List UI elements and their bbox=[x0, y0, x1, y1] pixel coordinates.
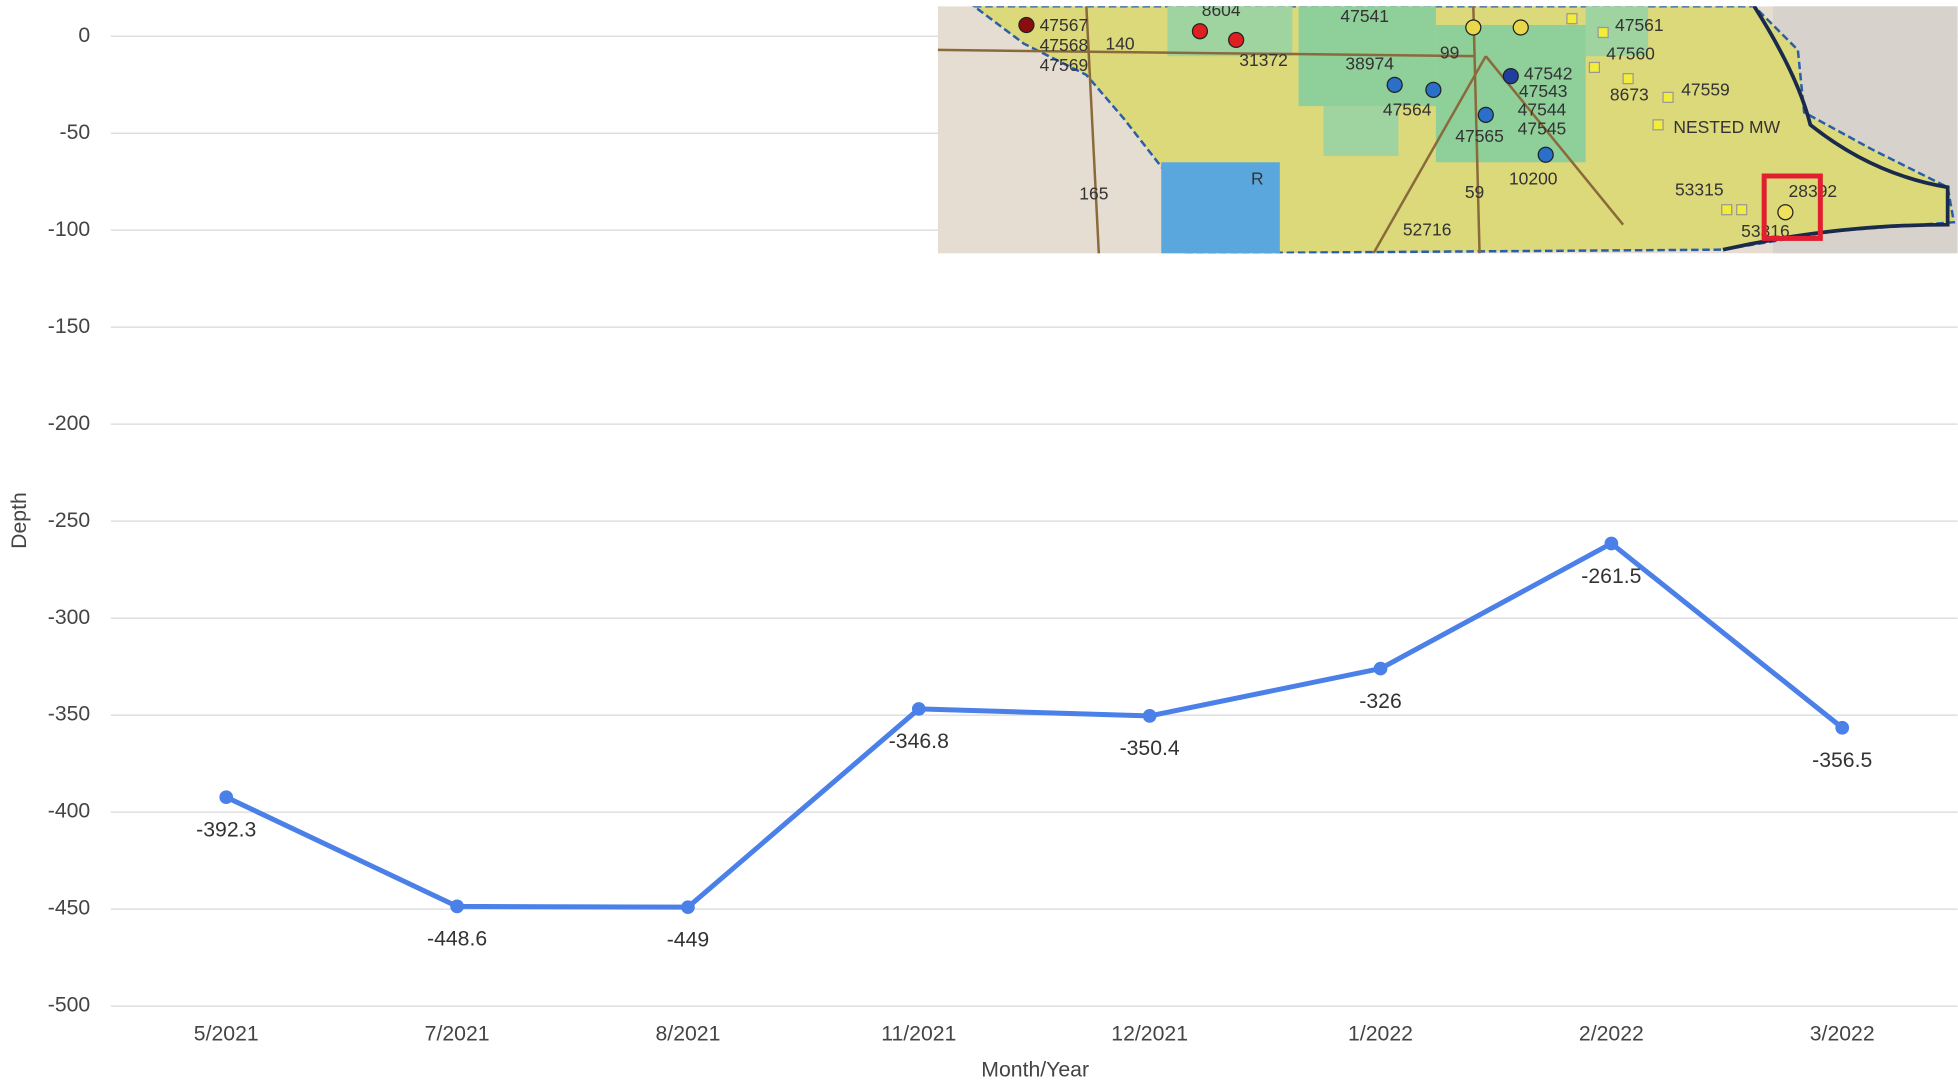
map-label: 47564 bbox=[1383, 100, 1432, 120]
map-label: 47545 bbox=[1518, 118, 1567, 138]
well-dot bbox=[1386, 76, 1403, 93]
well-dot bbox=[1502, 68, 1519, 85]
map-urban bbox=[1323, 106, 1399, 157]
map-urban bbox=[1585, 6, 1649, 57]
well-dot bbox=[1425, 81, 1442, 98]
y-tick-label: -300 bbox=[48, 606, 90, 629]
plot-area: 0 -50 -100 -150 -200 -250 -300 -350 -400 -450 -500… bbox=[48, 24, 1958, 1045]
map-label: 47541 bbox=[1340, 6, 1389, 26]
map-label: 47544 bbox=[1518, 100, 1567, 120]
map-label: 99 bbox=[1440, 42, 1459, 62]
data-label: -261.5 bbox=[1581, 565, 1641, 588]
well-dot bbox=[1512, 19, 1529, 36]
y-tick-label: -150 bbox=[48, 315, 90, 338]
map-label: 47542 bbox=[1524, 64, 1573, 84]
y-tick-label: -450 bbox=[48, 897, 90, 920]
well-square bbox=[1566, 13, 1578, 25]
data-label: -350.4 bbox=[1120, 737, 1180, 760]
data-point bbox=[450, 899, 464, 914]
x-tick-label: 3/2022 bbox=[1810, 1022, 1875, 1045]
data-label: -326 bbox=[1359, 690, 1401, 713]
y-tick-label: 0 bbox=[78, 24, 90, 47]
map-label: 47565 bbox=[1455, 126, 1504, 146]
map-label: R bbox=[1251, 168, 1264, 188]
well-dot bbox=[1018, 16, 1035, 34]
x-tick-label: 8/2021 bbox=[656, 1022, 721, 1045]
map-label: 165 bbox=[1079, 183, 1108, 203]
y-tick-label: -350 bbox=[48, 703, 90, 726]
x-tick-label: 11/2021 bbox=[881, 1022, 956, 1045]
data-point bbox=[911, 702, 926, 716]
y-tick-label: -400 bbox=[48, 800, 90, 823]
x-tick-label: 12/2021 bbox=[1111, 1022, 1188, 1045]
map-roads bbox=[937, 6, 1625, 254]
y-tick-label: -200 bbox=[48, 412, 90, 435]
map-label: 38974 bbox=[1345, 54, 1394, 74]
map-label: 8673 bbox=[1610, 85, 1649, 105]
well-dot bbox=[1477, 106, 1494, 123]
well-square bbox=[1662, 91, 1674, 103]
map-label: NESTED MW bbox=[1673, 117, 1780, 137]
data-label: -392.3 bbox=[196, 819, 256, 842]
well-dot bbox=[1191, 23, 1209, 40]
data-line bbox=[225, 540, 1844, 910]
map-dots bbox=[1018, 13, 1794, 221]
map-label: 59 bbox=[1465, 182, 1484, 202]
well-square bbox=[1736, 204, 1748, 216]
data-point bbox=[681, 900, 695, 915]
map-label: 47567 bbox=[1040, 15, 1089, 35]
well-square bbox=[1622, 73, 1634, 85]
x-tick-label: 1/2022 bbox=[1348, 1022, 1413, 1045]
well-square bbox=[1721, 204, 1733, 216]
data-point bbox=[1835, 720, 1850, 735]
y-axis-label: Depth bbox=[8, 492, 31, 549]
map-label: 47561 bbox=[1615, 15, 1664, 35]
well-square bbox=[1597, 26, 1609, 39]
y-tick-label: -500 bbox=[48, 994, 90, 1017]
x-tick-label: 5/2021 bbox=[194, 1022, 259, 1045]
map-label: 47559 bbox=[1681, 80, 1730, 100]
map-urban bbox=[1435, 24, 1586, 163]
data-label: -346.8 bbox=[889, 730, 949, 753]
data-point bbox=[1142, 709, 1157, 723]
data-label: -448.6 bbox=[427, 928, 487, 951]
data-point bbox=[219, 790, 234, 805]
map-label: 53315 bbox=[1675, 180, 1724, 200]
well-dot bbox=[1228, 31, 1245, 49]
well-square bbox=[1588, 61, 1601, 74]
map-label: 47568 bbox=[1040, 35, 1089, 55]
y-tick-label: -250 bbox=[48, 509, 90, 532]
map-label: 47569 bbox=[1040, 55, 1089, 75]
y-tick-label: -50 bbox=[60, 121, 91, 144]
x-axis-label: Month/Year bbox=[981, 1059, 1089, 1082]
well-square bbox=[1652, 119, 1664, 131]
map-label: 31372 bbox=[1239, 50, 1288, 70]
map-water bbox=[1161, 162, 1280, 254]
well-dot bbox=[1777, 204, 1794, 221]
map-label: 47543 bbox=[1519, 81, 1568, 101]
y-tick-label: -100 bbox=[48, 218, 90, 241]
data-point bbox=[1604, 536, 1619, 551]
map-label: 52716 bbox=[1403, 220, 1452, 240]
well-dot bbox=[1537, 146, 1554, 163]
x-tick-label: 2/2022 bbox=[1579, 1022, 1644, 1045]
x-tick-label: 7/2021 bbox=[425, 1022, 490, 1045]
data-label: -449 bbox=[667, 928, 709, 951]
data-label: -356.5 bbox=[1812, 749, 1872, 772]
map-label: 8604 bbox=[1202, 0, 1241, 20]
highlight-box bbox=[1761, 173, 1823, 241]
data-point bbox=[1373, 661, 1388, 676]
map-label: 140 bbox=[1105, 34, 1134, 54]
map-label: 10200 bbox=[1509, 168, 1558, 188]
map-urban bbox=[1167, 6, 1293, 57]
map-label: 47560 bbox=[1606, 44, 1655, 64]
map-label: 28392 bbox=[1789, 181, 1838, 201]
well-dot bbox=[1465, 19, 1482, 36]
